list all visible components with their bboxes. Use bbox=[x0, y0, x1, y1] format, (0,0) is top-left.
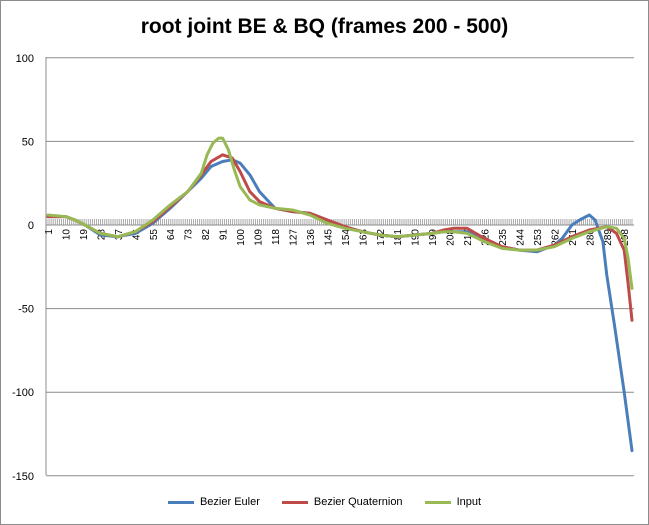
x-tick-label: 55 bbox=[149, 229, 160, 241]
x-tick-label: 37 bbox=[114, 229, 125, 241]
legend-swatch-series-3 bbox=[424, 500, 451, 504]
legend-label-series-2: Bezier Quaternion bbox=[313, 496, 403, 508]
y-tick-label: -150 bbox=[12, 471, 34, 483]
x-tick-label: 208 bbox=[446, 229, 457, 246]
legend-item-series-1: Bezier Euler bbox=[167, 496, 260, 508]
x-tick-label: 190 bbox=[411, 229, 422, 246]
x-tick-label: 64 bbox=[166, 229, 177, 241]
x-tick-label: 280 bbox=[585, 229, 596, 246]
y-tick-label: 100 bbox=[16, 53, 34, 65]
x-tick-label: 136 bbox=[306, 229, 317, 246]
x-tick-label: 163 bbox=[358, 229, 369, 246]
x-tick-label: 217 bbox=[463, 229, 474, 246]
y-tick-label: -50 bbox=[18, 304, 34, 316]
x-tick-label: 226 bbox=[481, 229, 492, 246]
x-tick-label: 235 bbox=[498, 229, 509, 246]
x-tick-label: 10 bbox=[61, 229, 72, 241]
x-tick-label: 298 bbox=[620, 229, 631, 246]
y-tick-label: 0 bbox=[28, 220, 34, 232]
y-tick-label: -100 bbox=[12, 387, 34, 399]
legend-item-series-3: Input bbox=[424, 496, 482, 508]
y-tick-label: 50 bbox=[22, 136, 34, 148]
x-tick-label: 118 bbox=[271, 229, 282, 245]
legend-item-series-2: Bezier Quaternion bbox=[281, 496, 403, 508]
series-line-3 bbox=[46, 136, 634, 290]
x-tick-label: 109 bbox=[254, 229, 265, 246]
chart-title: root joint BE & BQ (frames 200 - 500) bbox=[140, 15, 509, 38]
series-line-1 bbox=[46, 158, 634, 453]
x-tick-label: 199 bbox=[428, 229, 439, 246]
x-tick-label: 262 bbox=[550, 229, 561, 246]
x-tick-label: 1 bbox=[44, 229, 55, 235]
x-tick-label: 19 bbox=[79, 229, 90, 241]
legend-swatch-series-1 bbox=[167, 500, 194, 504]
x-tick-label: 73 bbox=[184, 229, 195, 241]
x-tick-label: 127 bbox=[288, 229, 299, 246]
legend-label-series-1: Bezier Euler bbox=[199, 496, 260, 508]
x-tick-label: 100 bbox=[236, 229, 247, 246]
x-tick-label: 289 bbox=[603, 229, 614, 246]
x-tick-label: 154 bbox=[341, 229, 352, 246]
legend-swatch-series-2 bbox=[281, 500, 308, 504]
x-tick-label: 253 bbox=[533, 229, 544, 246]
x-tick-label: 82 bbox=[201, 229, 212, 241]
legend-label-series-3: Input bbox=[456, 496, 482, 508]
x-tick-label: 244 bbox=[515, 229, 526, 246]
x-tick-label: 172 bbox=[376, 229, 387, 246]
x-tick-label: 91 bbox=[219, 229, 230, 241]
x-tick-label: 46 bbox=[131, 229, 142, 241]
legend: Bezier Euler Bezier Quaternion Input bbox=[1, 496, 648, 508]
x-tick-label: 145 bbox=[323, 229, 334, 246]
